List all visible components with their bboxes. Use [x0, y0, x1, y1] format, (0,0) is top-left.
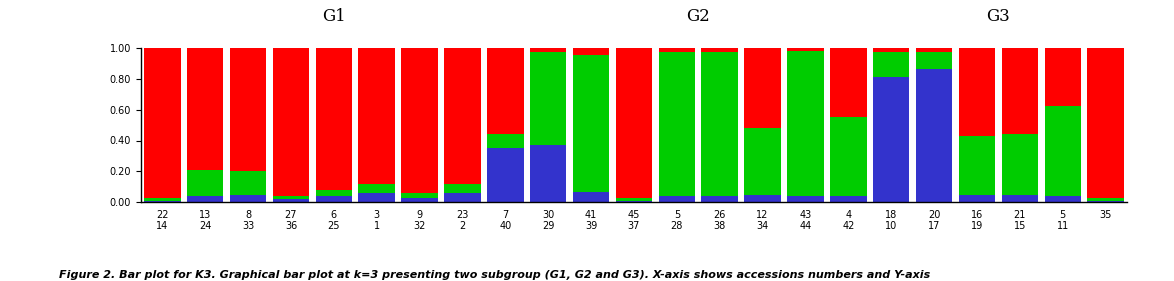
Text: 28: 28	[670, 221, 683, 231]
Bar	[272, 48, 309, 196]
Bar	[144, 198, 181, 201]
Bar	[744, 194, 781, 202]
Bar	[744, 48, 781, 128]
Text: 44: 44	[799, 221, 811, 231]
Bar	[529, 52, 566, 145]
Bar	[788, 196, 824, 202]
Bar	[830, 117, 866, 196]
Bar	[230, 194, 266, 202]
Text: 24: 24	[200, 221, 211, 231]
Bar	[615, 201, 653, 202]
Bar	[487, 148, 524, 202]
Bar	[316, 48, 352, 190]
Text: 29: 29	[542, 221, 554, 231]
Text: 17: 17	[927, 221, 940, 231]
Bar	[916, 69, 952, 202]
Bar	[1001, 194, 1038, 202]
Bar	[316, 196, 352, 202]
Bar	[358, 184, 394, 193]
Bar	[402, 48, 438, 193]
Bar	[187, 196, 223, 202]
Bar	[573, 56, 609, 192]
Bar	[830, 48, 866, 117]
Bar	[144, 48, 181, 198]
Bar	[873, 52, 910, 77]
Bar	[487, 134, 524, 148]
Bar	[573, 48, 609, 56]
Bar	[230, 171, 266, 194]
Bar	[1045, 106, 1081, 196]
Text: Figure 2. Bar plot for K3. Graphical bar plot at k=3 presenting two subgroup (G1: Figure 2. Bar plot for K3. Graphical bar…	[59, 270, 930, 281]
Bar	[1087, 201, 1124, 202]
Bar	[529, 48, 566, 52]
Bar	[959, 48, 996, 136]
Bar	[830, 196, 866, 202]
Bar	[358, 48, 394, 184]
Text: G1: G1	[322, 8, 345, 24]
Bar	[272, 196, 309, 199]
Bar	[402, 193, 438, 198]
Bar	[187, 48, 223, 170]
Bar	[788, 51, 824, 196]
Bar	[615, 198, 653, 201]
Bar	[873, 77, 910, 202]
Text: G2: G2	[687, 8, 710, 24]
Bar	[1087, 198, 1124, 201]
Bar	[702, 52, 738, 196]
Text: 34: 34	[756, 221, 769, 231]
Bar	[702, 196, 738, 202]
Bar	[1001, 48, 1038, 134]
Text: 33: 33	[242, 221, 255, 231]
Bar	[144, 201, 181, 202]
Text: 25: 25	[328, 221, 340, 231]
Bar	[187, 170, 223, 196]
Bar	[444, 184, 480, 193]
Bar	[316, 190, 352, 196]
Bar	[788, 48, 824, 51]
Text: 14: 14	[156, 221, 168, 231]
Bar	[615, 48, 653, 198]
Text: 37: 37	[628, 221, 640, 231]
Bar	[873, 48, 910, 52]
Text: 15: 15	[1013, 221, 1026, 231]
Text: 36: 36	[285, 221, 297, 231]
Bar	[1045, 48, 1081, 106]
Bar	[916, 48, 952, 52]
Text: 40: 40	[499, 221, 512, 231]
Text: 42: 42	[842, 221, 855, 231]
Bar	[1045, 196, 1081, 202]
Text: 39: 39	[585, 221, 598, 231]
Bar	[444, 193, 480, 202]
Text: 19: 19	[971, 221, 983, 231]
Text: 10: 10	[885, 221, 897, 231]
Bar	[444, 48, 480, 184]
Bar	[702, 48, 738, 52]
Text: 1: 1	[373, 221, 379, 231]
Bar	[659, 196, 695, 202]
Text: 38: 38	[714, 221, 726, 231]
Bar	[272, 199, 309, 202]
Text: 32: 32	[413, 221, 426, 231]
Bar	[358, 193, 394, 202]
Bar	[402, 198, 438, 202]
Bar	[1001, 134, 1038, 194]
Bar	[959, 136, 996, 194]
Text: 2: 2	[459, 221, 466, 231]
Text: 11: 11	[1057, 221, 1068, 231]
Bar	[529, 145, 566, 202]
Bar	[487, 48, 524, 134]
Bar	[659, 48, 695, 52]
Bar	[744, 128, 781, 194]
Bar	[230, 48, 266, 171]
Bar	[959, 194, 996, 202]
Bar	[916, 52, 952, 69]
Bar	[659, 52, 695, 196]
Text: G3: G3	[986, 8, 1011, 24]
Bar	[573, 192, 609, 202]
Bar	[1087, 48, 1124, 198]
